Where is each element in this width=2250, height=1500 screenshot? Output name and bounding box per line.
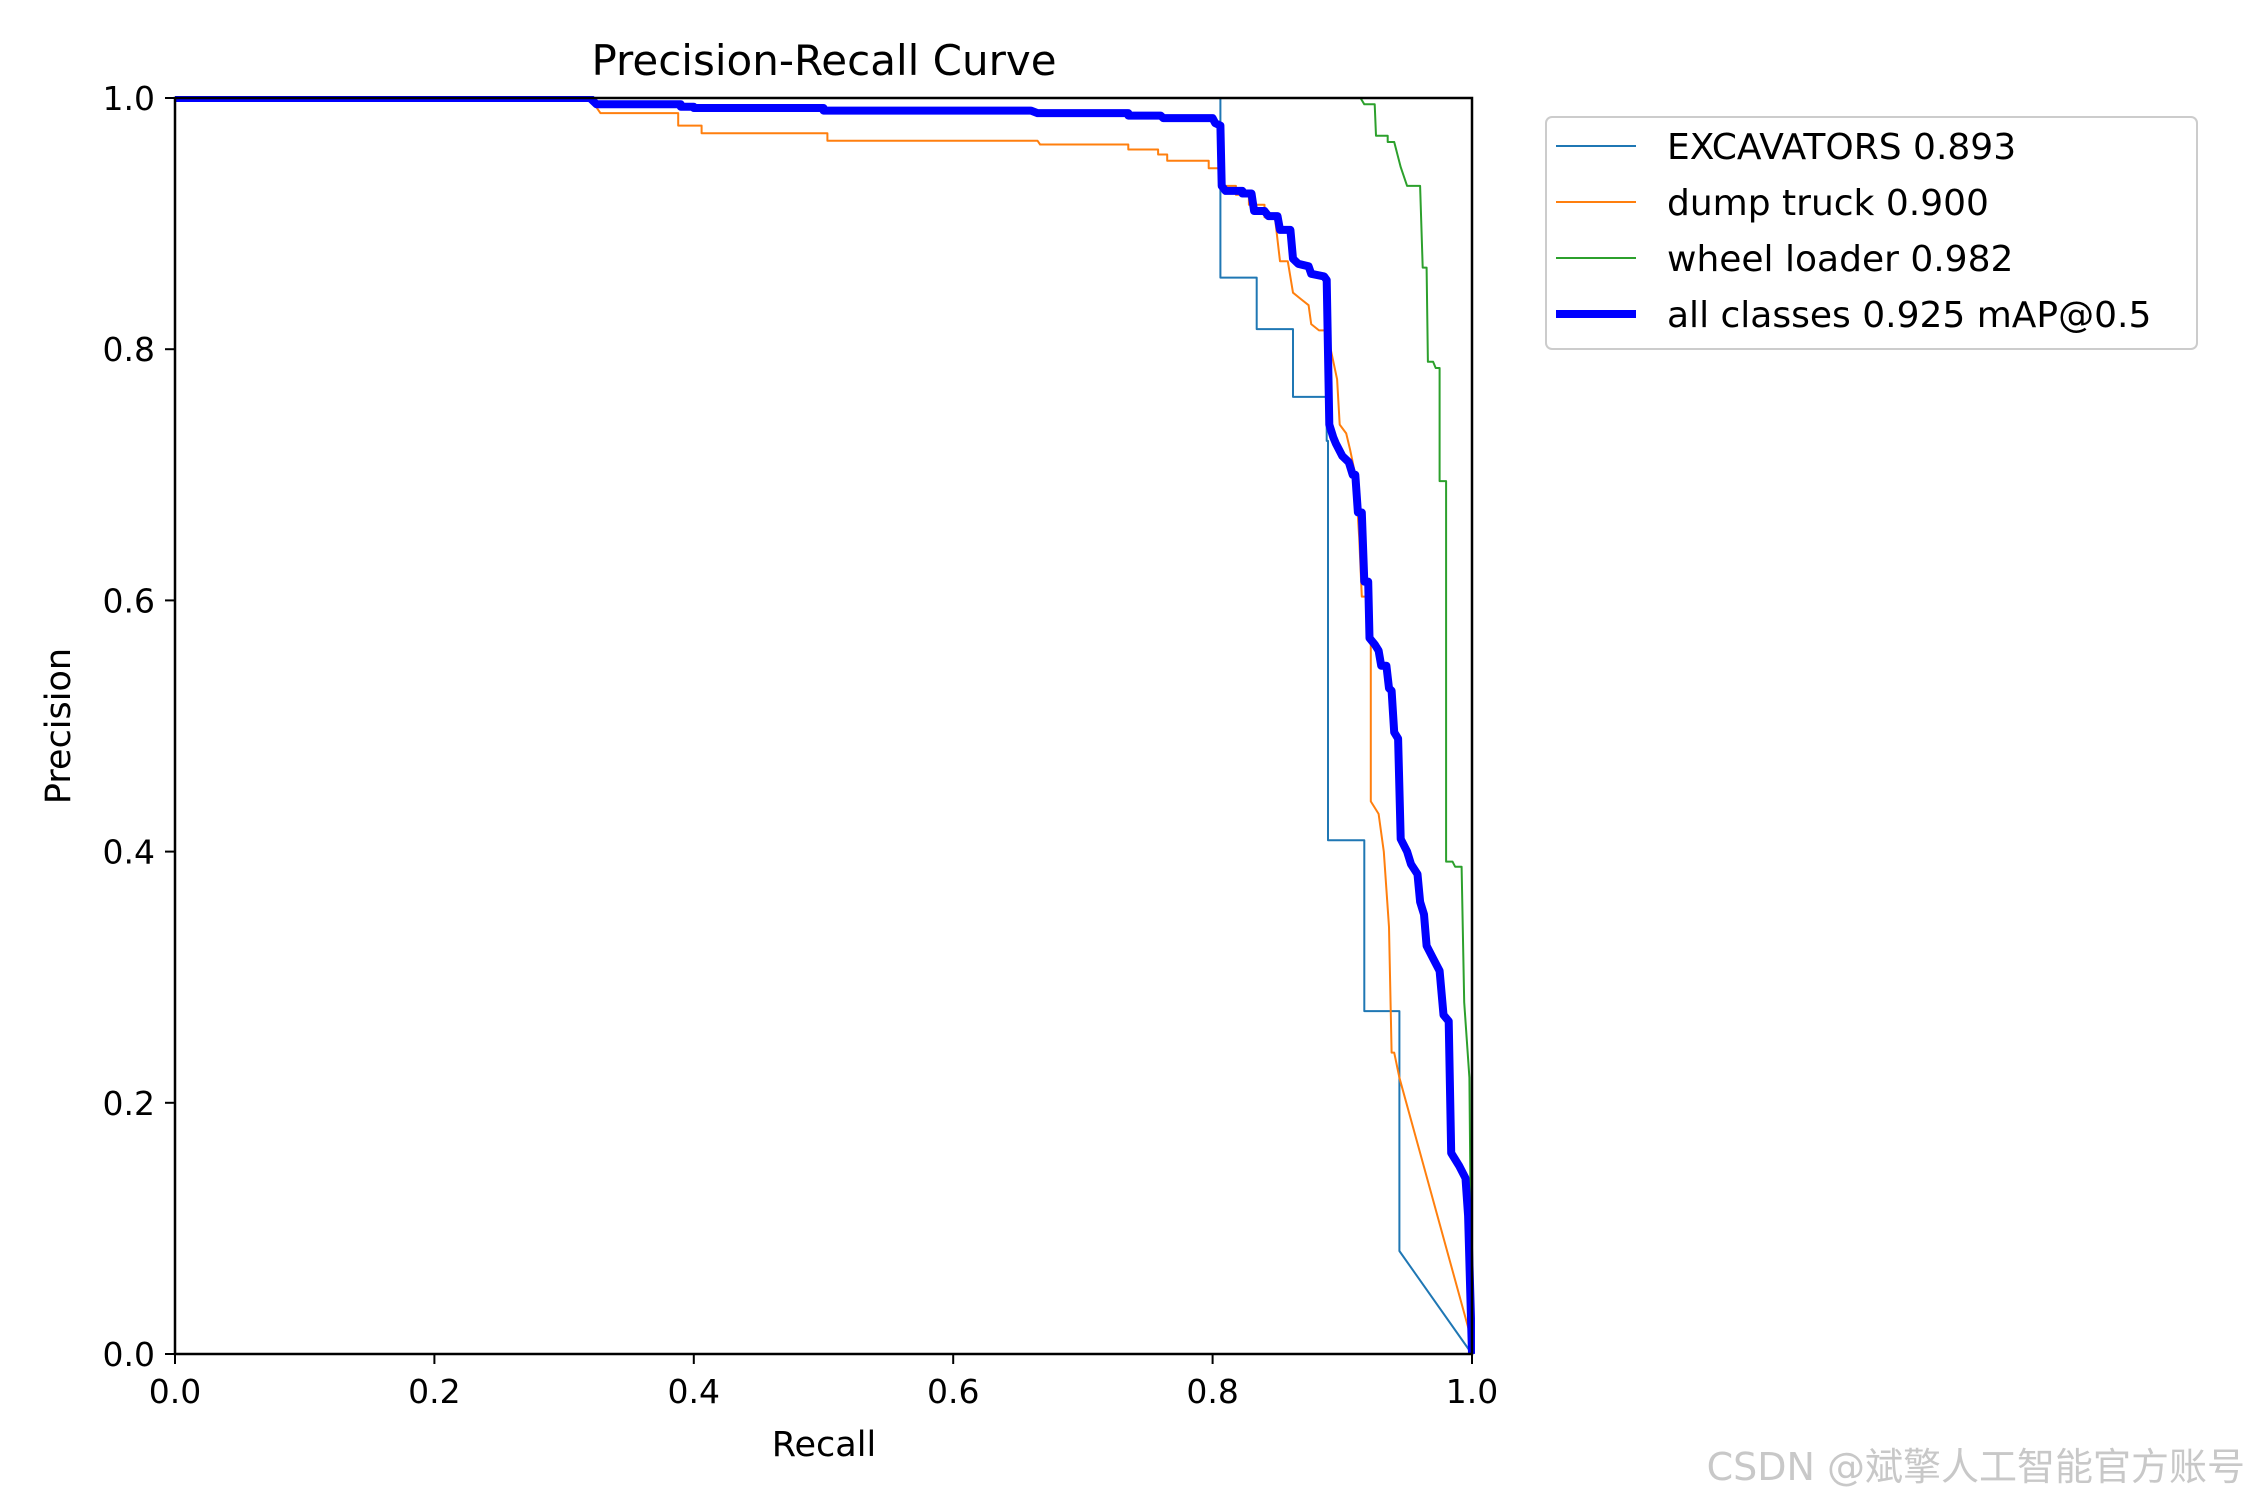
x-tick-label: 1.0 bbox=[1446, 1372, 1498, 1411]
x-tick-label: 0.6 bbox=[927, 1372, 979, 1411]
legend-label-all-classes-0-925-map-0-5: all classes 0.925 mAP@0.5 bbox=[1667, 295, 2151, 336]
x-tick-label: 0.0 bbox=[149, 1372, 201, 1411]
legend-label-wheel-loader-0-982: wheel loader 0.982 bbox=[1667, 239, 2013, 280]
series-line-wheel-loader-0-982 bbox=[175, 97, 1473, 1355]
x-tick-label: 0.4 bbox=[668, 1372, 720, 1411]
y-tick-label: 0.6 bbox=[103, 581, 155, 620]
x-axis-label: Recall bbox=[772, 1425, 876, 1465]
x-tick-label: 0.8 bbox=[1186, 1372, 1238, 1411]
y-tick-label: 0.2 bbox=[103, 1084, 155, 1123]
x-axis-ticks: 0.0 0.2 0.4 0.6 0.8 1.0 bbox=[149, 1354, 1498, 1411]
y-axis-ticks: 0.0 0.2 0.4 0.6 0.8 1.0 bbox=[103, 79, 175, 1374]
legend: EXCAVATORS 0.893 dump truck 0.900 wheel lo… bbox=[1545, 116, 2198, 350]
legend-label-dump-truck-0-900: dump truck 0.900 bbox=[1667, 183, 1989, 224]
series-layer bbox=[175, 96, 1475, 1355]
series-line-all-classes-0-925-map-0-5 bbox=[175, 96, 1475, 1355]
legend-label-excavators-0-893: EXCAVATORS 0.893 bbox=[1667, 127, 2016, 168]
y-tick-label: 1.0 bbox=[103, 79, 155, 118]
legend-frame bbox=[1545, 116, 2198, 350]
y-tick-label: 0.4 bbox=[103, 833, 155, 872]
legend-entries: EXCAVATORS 0.893 dump truck 0.900 wheel lo… bbox=[1556, 127, 2151, 336]
y-tick-label: 0.8 bbox=[103, 330, 155, 369]
x-tick-label: 0.2 bbox=[408, 1372, 460, 1411]
watermark: CSDN @斌擎人工智能官方账号 bbox=[1707, 1445, 2245, 1489]
chart-title: Precision-Recall Curve bbox=[591, 36, 1056, 85]
y-tick-label: 0.0 bbox=[103, 1335, 155, 1374]
y-axis-label: Precision bbox=[39, 648, 79, 804]
plot-frame bbox=[173, 96, 1474, 1356]
